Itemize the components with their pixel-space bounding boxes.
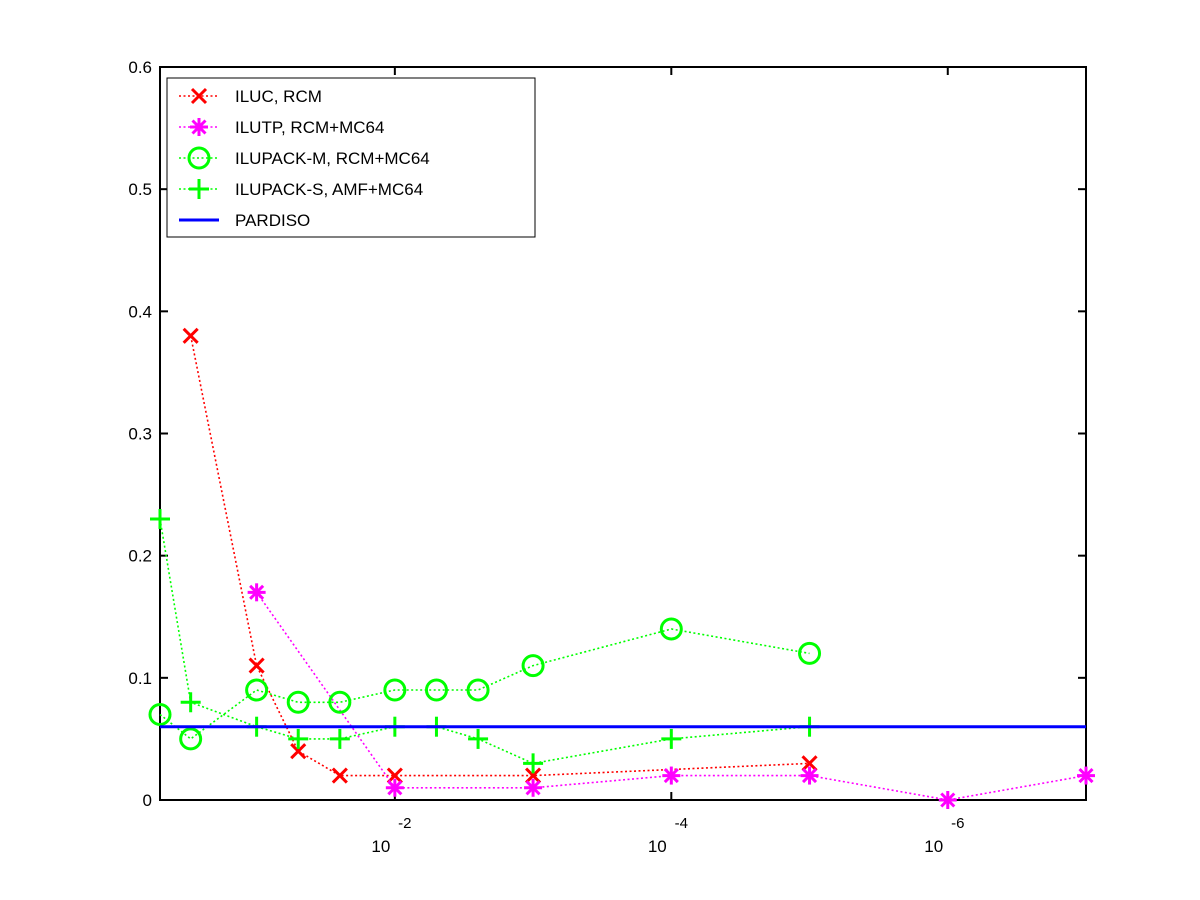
data-point xyxy=(248,657,265,674)
data-point xyxy=(148,702,172,726)
data-point xyxy=(661,728,682,749)
legend-label: ILUTP, RCM+MC64 xyxy=(235,118,384,137)
legend-marker xyxy=(190,87,208,105)
data-point xyxy=(288,728,309,749)
data-point xyxy=(180,692,201,713)
data-point xyxy=(329,728,350,749)
data-point xyxy=(801,755,818,772)
data-point xyxy=(179,727,203,751)
series-layer xyxy=(148,327,1095,809)
data-point xyxy=(524,778,543,797)
data-point xyxy=(938,791,957,809)
data-point xyxy=(521,654,545,678)
data-point xyxy=(1077,766,1095,785)
y-tick-label: 0.5 xyxy=(128,180,152,199)
legend-marker xyxy=(189,179,209,199)
data-point xyxy=(385,778,404,797)
y-tick-label: 0.3 xyxy=(128,425,152,444)
series-2 xyxy=(148,617,822,751)
legend-marker xyxy=(190,118,208,136)
y-axis: 0 0.1 0.2 0.3 0.4 0.5 0.6 xyxy=(128,58,1086,810)
data-point xyxy=(798,641,822,665)
x-tick-base: 10 xyxy=(648,837,667,856)
data-point xyxy=(468,728,489,749)
legend-item: PARDISO xyxy=(179,211,310,230)
x-tick-base: 10 xyxy=(371,837,390,856)
x-tick-base: 10 xyxy=(924,837,943,856)
data-point xyxy=(466,678,490,702)
legend-marker xyxy=(187,146,211,170)
data-point xyxy=(286,690,310,714)
series-0 xyxy=(182,327,818,784)
data-point xyxy=(247,583,266,602)
legend-label: PARDISO xyxy=(235,211,310,230)
legend-item: ILUTP, RCM+MC64 xyxy=(179,118,384,137)
data-point xyxy=(424,678,448,702)
data-point xyxy=(182,327,199,344)
y-tick-label: 0.4 xyxy=(128,302,152,321)
data-point xyxy=(523,753,544,774)
data-point xyxy=(800,766,819,785)
legend-item: ILUPACK-S, AMF+MC64 xyxy=(179,179,423,199)
legend-item: ILUPACK-M, RCM+MC64 xyxy=(179,146,430,170)
y-tick-label: 0.1 xyxy=(128,669,152,688)
y-tick-label: 0 xyxy=(143,791,152,810)
legend-label: ILUC, RCM xyxy=(235,87,322,106)
legend-label: ILUPACK-S, AMF+MC64 xyxy=(235,180,423,199)
y-tick-label: 0.2 xyxy=(128,547,152,566)
data-point xyxy=(331,767,348,784)
x-tick-exponent: -6 xyxy=(951,815,964,832)
y-tick-label: 0.6 xyxy=(128,58,152,77)
data-point xyxy=(525,767,542,784)
series-1 xyxy=(247,583,1095,809)
data-point xyxy=(328,690,352,714)
data-point xyxy=(383,678,407,702)
series-line xyxy=(159,628,810,740)
legend-label: ILUPACK-M, RCM+MC64 xyxy=(235,149,430,168)
data-point xyxy=(662,766,681,785)
legend-item: ILUC, RCM xyxy=(179,87,322,106)
data-point xyxy=(659,617,683,641)
data-point xyxy=(150,509,170,530)
data-point xyxy=(290,743,307,760)
data-point xyxy=(245,678,269,702)
legend: ILUC, RCM ILUTP, RCM+MC64 ILUPACK-M, RCM+M… xyxy=(166,77,536,238)
x-tick-exponent: -4 xyxy=(675,815,688,832)
x-axis: 10 -2 10 -4 10 -6 xyxy=(371,67,964,856)
x-tick-exponent: -2 xyxy=(398,815,411,832)
legend-box xyxy=(166,77,536,238)
